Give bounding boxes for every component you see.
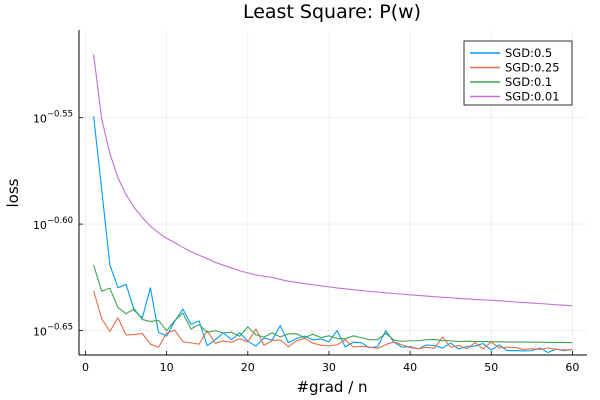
y-tick-label: 10−0.55 [33,110,73,126]
series-line-sgd-0-5 [93,116,573,354]
x-tick-label: 0 [82,361,89,374]
y-tick-label: 10−0.65 [33,323,73,339]
series-line-sgd-0-25 [93,290,573,351]
x-tick-label: 50 [484,361,498,374]
legend-box [463,40,573,106]
legend-label: SGD:0.1 [505,75,552,89]
x-tick-label: 40 [403,361,417,374]
y-axis-label: loss [4,178,22,207]
axis-layer [78,30,587,356]
series-line-sgd-0-01 [93,54,573,307]
x-axis-label: #grad / n [296,378,367,396]
x-tick-label: 60 [565,361,579,374]
x-tick-label: 20 [241,361,255,374]
legend-label: SGD:0.01 [505,90,560,104]
tick-layer: 0 10 20 30 40 50 60 10−0.65 10−0.60 10−0.55 [33,110,579,374]
series-layer [93,54,573,354]
legend-label: SGD:0.5 [505,46,552,60]
y-tick-label: 10−0.60 [33,216,73,232]
series-line-sgd-0-1 [93,265,573,344]
chart-title: Least Square: P(w) [243,1,421,23]
legend-label: SGD:0.25 [505,61,560,75]
x-tick-label: 10 [160,361,174,374]
x-tick-label: 30 [322,361,336,374]
